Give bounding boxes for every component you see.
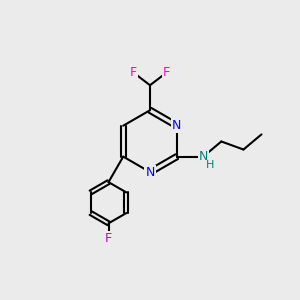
Text: F: F [105,232,112,244]
Text: H: H [206,160,214,170]
Text: N: N [172,119,182,132]
Text: N: N [145,166,155,178]
Text: F: F [163,66,170,80]
Text: N: N [199,150,208,163]
Text: F: F [130,66,137,80]
